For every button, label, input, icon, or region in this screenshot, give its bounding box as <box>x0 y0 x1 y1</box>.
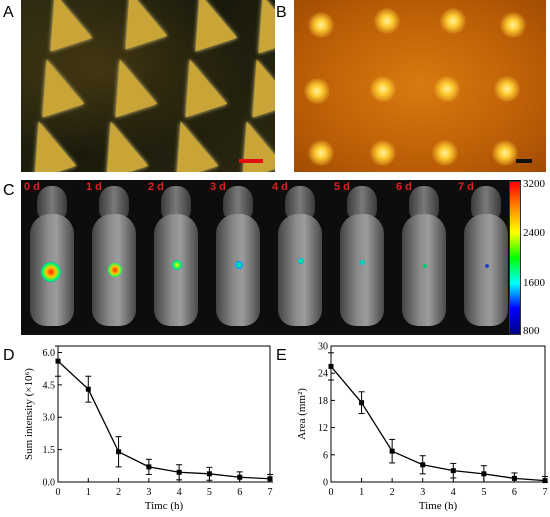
data-point <box>85 386 91 392</box>
y-tick-label: 18 <box>318 396 328 407</box>
mouse-frame-day1: 1 d <box>83 180 145 335</box>
colorbar <box>509 181 521 335</box>
x-tick-label: 4 <box>451 487 456 498</box>
mouse-frame-day5: 5 d <box>331 180 393 335</box>
mouse-imaging-series: 0 d 1 d 2 d 3 d 4 d 5 d 6 d 7 d <box>21 180 521 335</box>
day-label: 1 d <box>86 181 102 193</box>
colorbar-tick: 800 <box>523 325 540 337</box>
chart-d: 0 1 2 3 4 5 6 7 0.0 1.5 3.0 4.5 6.0 Timc (h) Sum inten… <box>23 345 273 512</box>
day-label: 4 d <box>272 181 288 193</box>
data-point <box>328 363 334 369</box>
data-point <box>267 476 273 482</box>
y-tick-label: 6.0 <box>43 348 56 359</box>
x-tick-label: 3 <box>420 487 425 498</box>
y-tick-label: 1.5 <box>43 445 56 456</box>
x-axis-label: Timc (h) <box>145 500 184 512</box>
y-tick-label: 6 <box>323 450 328 461</box>
data-point <box>420 462 426 468</box>
mouse-frame-day3: 3 d <box>207 180 269 335</box>
y-tick-label: 30 <box>318 342 328 353</box>
data-point <box>206 471 212 477</box>
data-point <box>481 471 487 477</box>
panel-label-a: A <box>3 4 14 21</box>
fluorescence-skin-photo <box>294 0 546 172</box>
x-tick-label: 0 <box>329 487 334 498</box>
data-point <box>389 448 395 454</box>
plot-frame <box>330 345 546 483</box>
colorbar-tick: 3200 <box>523 178 545 190</box>
series-line <box>57 360 271 480</box>
day-label: 2 d <box>148 181 164 193</box>
scale-bar <box>239 159 263 163</box>
x-tick-label: 2 <box>116 487 121 498</box>
panel-label-d: D <box>3 347 15 364</box>
panel-label-b: B <box>276 4 287 21</box>
y-tick-label: 4.5 <box>43 380 56 391</box>
y-tick-label: 0.0 <box>43 478 56 489</box>
day-label: 6 d <box>396 181 412 193</box>
y-tick-label: 24 <box>318 369 328 380</box>
data-point <box>450 468 456 474</box>
panel-label-e: E <box>276 347 287 364</box>
day-label: 5 d <box>334 181 350 193</box>
data-point <box>542 478 548 484</box>
x-axis-label: Time (h) <box>419 500 458 512</box>
x-tick-label: 0 <box>56 487 61 498</box>
data-point <box>237 474 243 480</box>
plot-frame <box>57 345 271 483</box>
data-point <box>359 400 365 406</box>
mouse-frame-day6: 6 d <box>393 180 455 335</box>
panel-label-c: C <box>3 182 15 199</box>
x-tick-label: 3 <box>146 487 151 498</box>
data-point <box>511 475 517 481</box>
y-tick-label: 0 <box>323 478 328 489</box>
y-axis-label: Sum intensity (×10⁶) <box>23 368 35 460</box>
mouse-frame-day7: 7 d <box>455 180 517 335</box>
data-point <box>116 449 122 455</box>
colorbar-tick: 1600 <box>523 277 545 289</box>
data-point <box>176 469 182 475</box>
mouse-frame-day2: 2 d <box>145 180 207 335</box>
day-label: 0 d <box>24 181 40 193</box>
colorbar-tick: 2400 <box>523 227 545 239</box>
scale-bar <box>516 159 532 163</box>
x-tick-label: 5 <box>207 487 212 498</box>
day-label: 3 d <box>210 181 226 193</box>
data-point <box>55 358 61 364</box>
x-tick-label: 7 <box>543 487 548 498</box>
x-tick-label: 7 <box>268 487 273 498</box>
x-tick-label: 5 <box>481 487 486 498</box>
y-tick-label: 3.0 <box>43 413 56 424</box>
x-tick-label: 2 <box>390 487 395 498</box>
microneedle-array-photo <box>21 0 275 172</box>
x-tick-label: 6 <box>237 487 242 498</box>
x-tick-label: 1 <box>86 487 91 498</box>
data-point <box>146 464 152 470</box>
x-tick-label: 1 <box>359 487 364 498</box>
day-label: 7 d <box>458 181 474 193</box>
x-tick-label: 6 <box>512 487 517 498</box>
mouse-frame-day4: 4 d <box>269 180 331 335</box>
y-axis-label: Area (mm²) <box>296 388 308 440</box>
x-tick-label: 4 <box>177 487 182 498</box>
mouse-frame-day0: 0 d <box>21 180 83 335</box>
y-tick-label: 12 <box>318 423 328 434</box>
series-line <box>330 365 546 482</box>
